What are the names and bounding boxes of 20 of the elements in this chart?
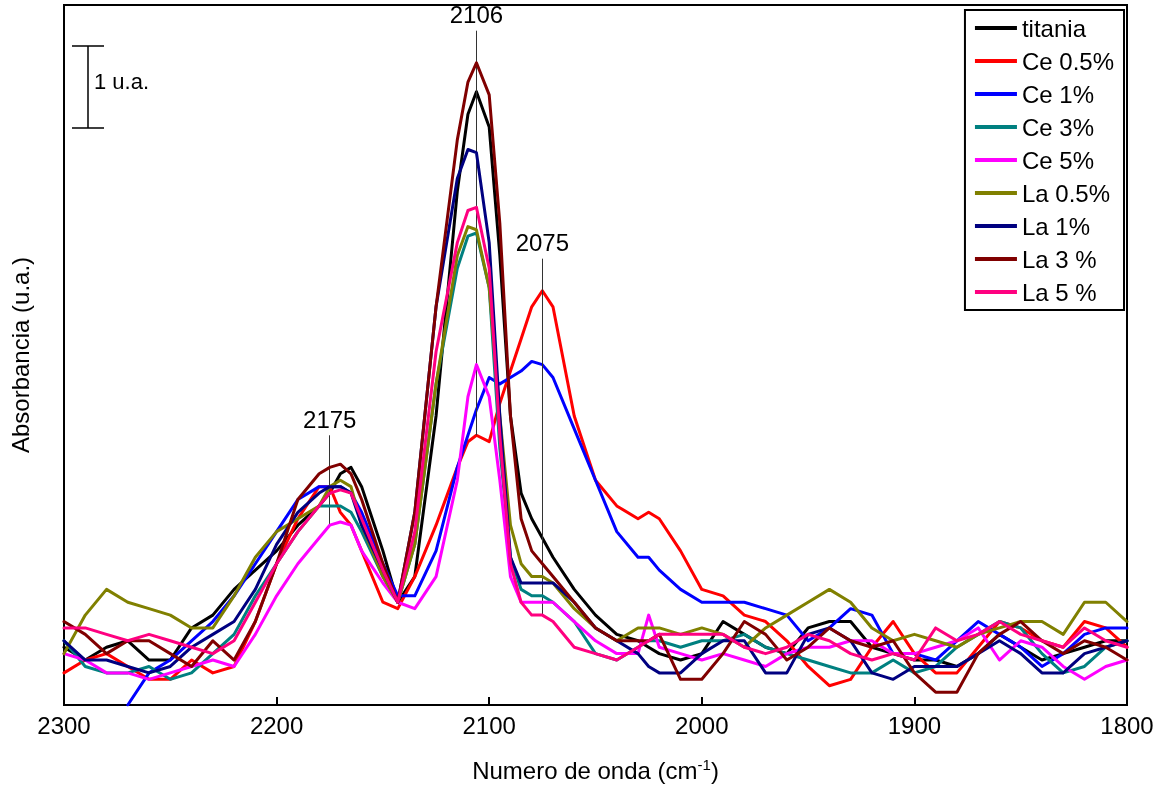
legend-label: Ce 3% xyxy=(1021,113,1094,141)
annotation: 1 u.a. xyxy=(94,68,150,94)
legend-label: Ce 0.5% xyxy=(1021,47,1115,75)
legend-label: La 1% xyxy=(1021,212,1091,240)
x-tick-label: 2100 xyxy=(462,711,516,739)
ref-line-label: 2106 xyxy=(449,1,504,29)
legend-label: La 0.5% xyxy=(1021,179,1111,207)
legend-label: Ce 1% xyxy=(1021,80,1094,108)
legend-label: La 3 % xyxy=(1021,245,1097,273)
y-axis-title: Absorbancia (u.a.) xyxy=(6,256,34,454)
x-tick-label: 1900 xyxy=(887,711,942,739)
x-tick-label: 2000 xyxy=(675,711,729,739)
x-tick-label: 2300 xyxy=(37,711,91,739)
legend-label: Ce 5% xyxy=(1021,146,1094,174)
ref-line-label: 2075 xyxy=(515,229,570,257)
x-tick-label: 1800 xyxy=(1100,711,1154,739)
legend-label: titania xyxy=(1021,14,1087,42)
legend-label: La 5 % xyxy=(1021,278,1097,306)
x-tick-label: 2200 xyxy=(249,711,304,739)
ref-line-label: 2175 xyxy=(303,405,357,433)
